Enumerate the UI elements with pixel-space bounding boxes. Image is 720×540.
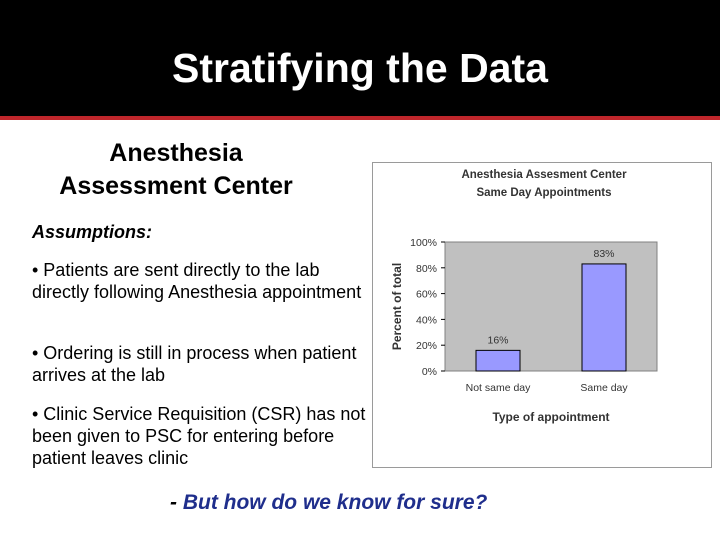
bar (475, 349, 521, 372)
section-subtitle: Anesthesia Assessment Center (20, 137, 332, 203)
y-tick-label: 60% (416, 289, 437, 301)
x-axis-label: Type of appointment (492, 410, 609, 424)
subtitle-line-2: Assessment Center (59, 172, 293, 200)
x-tick-label: Not same day (466, 382, 532, 394)
title-bar (0, 0, 720, 120)
y-tick-label: 40% (416, 314, 437, 326)
assumptions-label: Assumptions: (32, 222, 153, 242)
chart-title: Anesthesia Assesment Center (461, 169, 627, 181)
bullet-item: • Patients are sent directly to the lab … (32, 260, 362, 302)
y-tick-label: 20% (416, 340, 437, 352)
y-tick-label: 80% (416, 263, 437, 275)
y-tick-label: 100% (410, 237, 437, 249)
data-label: 83% (593, 248, 614, 260)
question-text: But how do we know for sure? (182, 491, 488, 514)
slide-title: Stratifying the Data (172, 45, 548, 91)
bar (581, 263, 627, 372)
closing-question: - But how do we know for sure? (170, 491, 487, 515)
bar-chart: Anesthesia Assesment Center Same Day Appo… (390, 169, 658, 424)
bullet-item: • Clinic Service Requisition (CSR) has n… (32, 404, 366, 468)
question-dash: - (170, 491, 183, 514)
chart-subtitle: Same Day Appointments (476, 187, 611, 199)
subtitle-line-1: Anesthesia (109, 139, 243, 167)
data-label: 16% (487, 334, 508, 346)
y-axis-label: Percent of total (390, 263, 404, 350)
bullet-item: • Ordering is still in process when pati… (32, 343, 357, 385)
accent-divider (0, 116, 720, 120)
x-tick-label: Same day (580, 382, 628, 394)
y-tick-label: 0% (422, 366, 437, 378)
